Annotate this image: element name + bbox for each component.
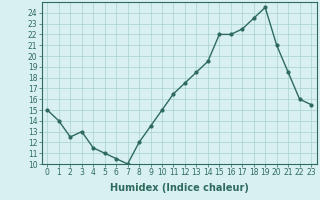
X-axis label: Humidex (Indice chaleur): Humidex (Indice chaleur) — [110, 183, 249, 193]
